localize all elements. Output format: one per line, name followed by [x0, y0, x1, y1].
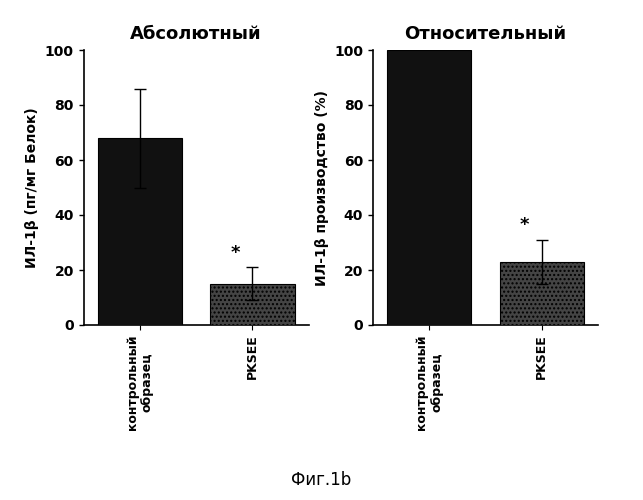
Title: Абсолютный: Абсолютный [131, 25, 262, 43]
Bar [210, 284, 294, 325]
Text: Фиг.1b: Фиг.1b [291, 471, 352, 489]
Y-axis label: ИЛ-1β производство (%): ИЛ-1β производство (%) [314, 90, 329, 286]
Bar [98, 138, 182, 325]
Text: *: * [231, 244, 240, 262]
Text: *: * [520, 216, 530, 234]
Bar [500, 262, 584, 325]
Bar [387, 50, 471, 325]
Y-axis label: ИЛ-1β (пг/мг Белок): ИЛ-1β (пг/мг Белок) [25, 107, 39, 268]
Title: Относительный: Относительный [404, 25, 566, 43]
